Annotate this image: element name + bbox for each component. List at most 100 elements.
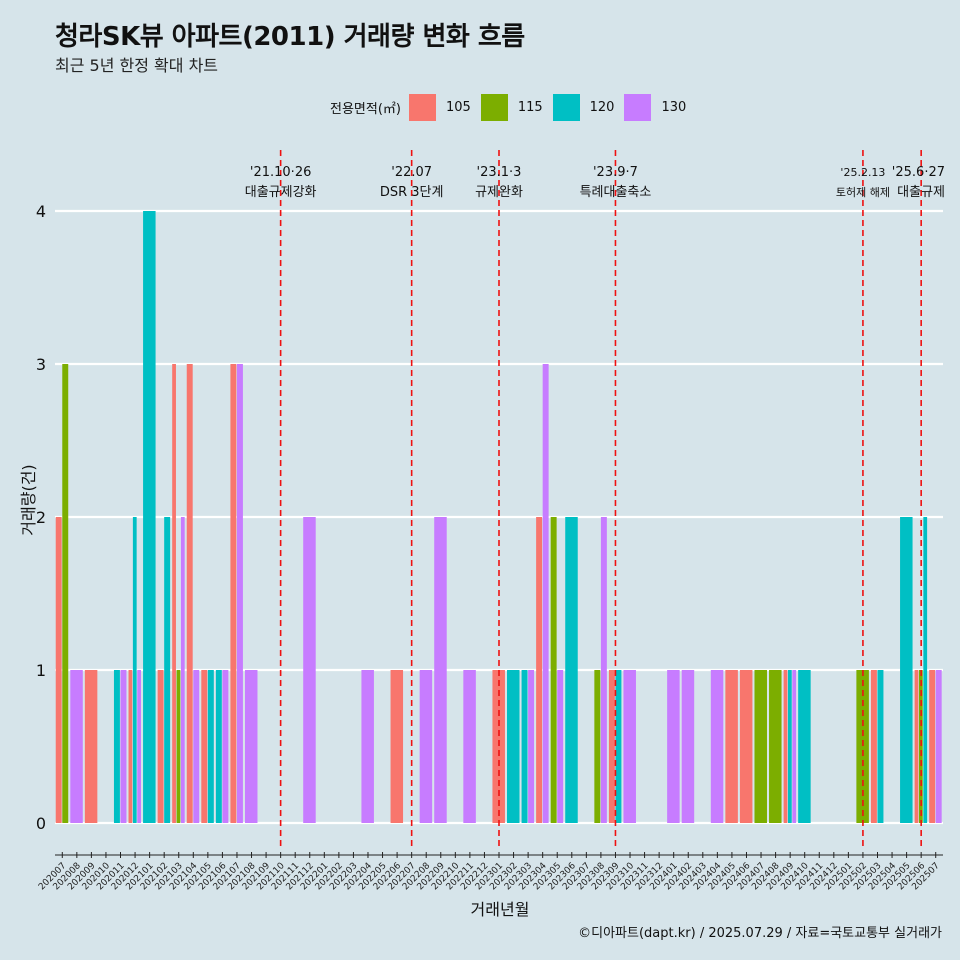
bar-105-202206 [390, 670, 404, 823]
bar-130-202112 [303, 517, 316, 823]
bar-120-202302 [507, 670, 520, 823]
event-date: '23.1·3 [477, 165, 522, 180]
chart-subtitle: 최근 5년 한정 확대 차트 [55, 56, 219, 75]
bar-105-202103 [172, 364, 176, 823]
event-date: '25.2.13 [840, 166, 885, 179]
event-label: 특례대출축소 [580, 185, 652, 200]
bar-105-202104 [186, 364, 193, 823]
bar-105-202007 [55, 517, 62, 823]
bar-130-202211 [463, 670, 476, 823]
event-date: '21.10·26 [250, 165, 311, 180]
legend-swatch [552, 93, 580, 121]
bar-130-202208 [419, 670, 433, 823]
legend-item-115: 115 [480, 93, 543, 121]
bar-120-202505 [900, 517, 913, 823]
event-label: 대출규제 [897, 185, 945, 200]
bar-130-202409 [792, 670, 797, 823]
bar-105-202503 [870, 670, 877, 823]
legend-title: 전용면적(㎡) [330, 101, 401, 117]
bar-105-202102 [157, 670, 164, 823]
bar-130-202209 [434, 517, 447, 823]
bar-105-202301 [492, 670, 505, 823]
bar-115-202103 [176, 670, 181, 823]
bar-120-202410 [798, 670, 811, 823]
bar-120-202106 [215, 670, 222, 823]
bar-105-202406 [739, 670, 753, 823]
bar-105-202105 [201, 670, 208, 823]
bar-130-202104 [193, 670, 200, 823]
bar-115-202007 [62, 364, 69, 823]
bar-130-202402 [681, 670, 695, 823]
bar-120-202506 [923, 517, 928, 823]
y-tick-label: 1 [36, 661, 46, 680]
bar-130-202507 [935, 670, 942, 823]
bar-120-202306 [565, 517, 578, 823]
legend-label: 115 [517, 99, 543, 115]
event-date: '22.07 [391, 165, 432, 180]
bar-130-202106 [222, 670, 229, 823]
event-label: 대출규제강화 [245, 185, 317, 200]
bar-115-202506 [918, 670, 923, 823]
legend-label: 120 [589, 99, 615, 115]
bar-120-202105 [207, 670, 214, 823]
bar-105-202309 [608, 670, 615, 823]
bar-130-202108 [244, 670, 258, 823]
bar-120-202101 [143, 211, 156, 823]
bar-130-202308 [600, 517, 607, 823]
bar-130-202011 [120, 670, 127, 823]
event-label: 토허제 해제 [836, 185, 890, 199]
bar-130-202303 [528, 670, 535, 823]
bar-120-202102 [164, 517, 171, 823]
bar-105-202507 [929, 670, 936, 823]
bar-120-202503 [877, 670, 884, 823]
bar-120-202409 [787, 670, 792, 823]
legend: 전용면적(㎡) 105 115 120 130 [330, 92, 696, 122]
bar-105-202107 [230, 364, 237, 823]
event-date: '23.9·7 [593, 165, 638, 180]
bar-120-202012 [132, 517, 137, 823]
bar-120-202303 [521, 670, 528, 823]
bar-115-202408 [769, 670, 782, 823]
event-date: '25.6·27 [892, 165, 945, 180]
legend-item-130: 130 [624, 93, 687, 121]
footer-credit: ©디아파트(dapt.kr) / 2025.07.29 / 자료=국토교통부 실… [578, 926, 942, 941]
event-label: DSR 3단계 [380, 185, 444, 200]
y-axis-title: 거래량(건) [19, 464, 38, 535]
bar-120-202011 [113, 670, 120, 823]
bar-130-202404 [710, 670, 724, 823]
bar-120-202309 [615, 670, 622, 823]
bar-130-202012 [137, 670, 142, 823]
bar-130-202304 [542, 364, 549, 823]
bar-130-202305 [557, 670, 564, 823]
bar-130-202310 [623, 670, 636, 823]
y-tick-label: 3 [36, 355, 46, 374]
bar-105-202405 [725, 670, 738, 823]
chart-title: 청라SK뷰 아파트(2011) 거래량 변화 흐름 [55, 22, 525, 52]
bar-105-202409 [783, 670, 788, 823]
legend-swatch [408, 93, 436, 121]
bar-105-202506 [914, 670, 919, 823]
y-tick-label: 2 [36, 508, 46, 527]
bar-115-202305 [550, 517, 557, 823]
bar-130-202008 [70, 670, 83, 823]
event-label: 규제완화 [475, 185, 523, 200]
y-tick-label: 4 [36, 202, 46, 221]
bar-115-202308 [594, 670, 601, 823]
legend-swatch [480, 93, 508, 121]
legend-swatch [624, 93, 652, 121]
bar-130-202401 [667, 670, 680, 823]
bar-115-202407 [754, 670, 767, 823]
y-tick-label: 0 [36, 814, 46, 833]
bar-130-202204 [361, 670, 374, 823]
legend-label: 105 [445, 99, 471, 115]
bar-105-202012 [128, 670, 133, 823]
bar-130-202103 [180, 517, 185, 823]
legend-label: 130 [661, 99, 687, 115]
bar-115-202502 [856, 670, 869, 823]
x-axis-title: 거래년월 [471, 900, 530, 919]
bar-105-202304 [536, 517, 543, 823]
bar-130-202107 [236, 364, 243, 823]
legend-item-120: 120 [552, 93, 615, 121]
bar-105-202009 [84, 670, 98, 823]
